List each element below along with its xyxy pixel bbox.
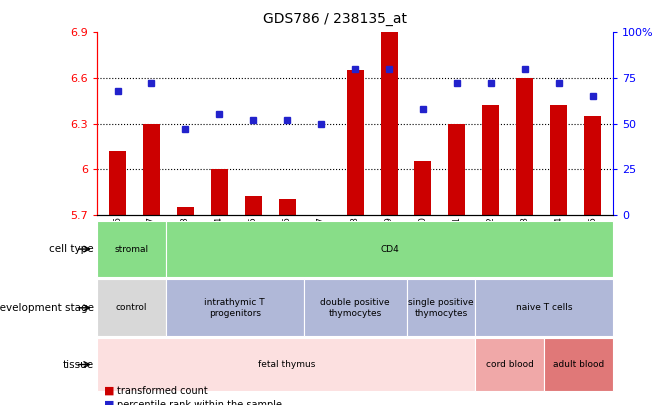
Text: ■: ■ xyxy=(104,386,115,396)
Text: ■: ■ xyxy=(104,400,115,405)
Bar xyxy=(177,207,194,215)
Text: tissue: tissue xyxy=(63,360,94,369)
Bar xyxy=(415,162,431,215)
Bar xyxy=(584,116,601,215)
Text: control: control xyxy=(116,303,147,312)
Text: stromal: stromal xyxy=(115,245,149,254)
Text: single positive
thymocytes: single positive thymocytes xyxy=(408,298,474,318)
Bar xyxy=(550,105,567,215)
Text: double positive
thymocytes: double positive thymocytes xyxy=(320,298,390,318)
Bar xyxy=(143,124,160,215)
Bar xyxy=(279,200,295,215)
Text: intrathymic T
progenitors: intrathymic T progenitors xyxy=(204,298,265,318)
Text: cord blood: cord blood xyxy=(486,360,534,369)
Bar xyxy=(211,169,228,215)
Text: percentile rank within the sample: percentile rank within the sample xyxy=(117,400,282,405)
Text: GDS786 / 238135_at: GDS786 / 238135_at xyxy=(263,12,407,26)
Text: CD4: CD4 xyxy=(380,245,399,254)
Bar xyxy=(381,32,397,215)
Bar xyxy=(109,151,126,215)
Bar xyxy=(517,78,533,215)
Bar xyxy=(346,70,364,215)
Text: development stage: development stage xyxy=(0,303,94,313)
Text: cell type: cell type xyxy=(49,244,94,254)
Text: transformed count: transformed count xyxy=(117,386,208,396)
Text: naive T cells: naive T cells xyxy=(516,303,572,312)
Text: fetal thymus: fetal thymus xyxy=(258,360,315,369)
Text: adult blood: adult blood xyxy=(553,360,604,369)
Bar xyxy=(448,124,466,215)
Bar xyxy=(482,105,499,215)
Bar xyxy=(245,196,262,215)
